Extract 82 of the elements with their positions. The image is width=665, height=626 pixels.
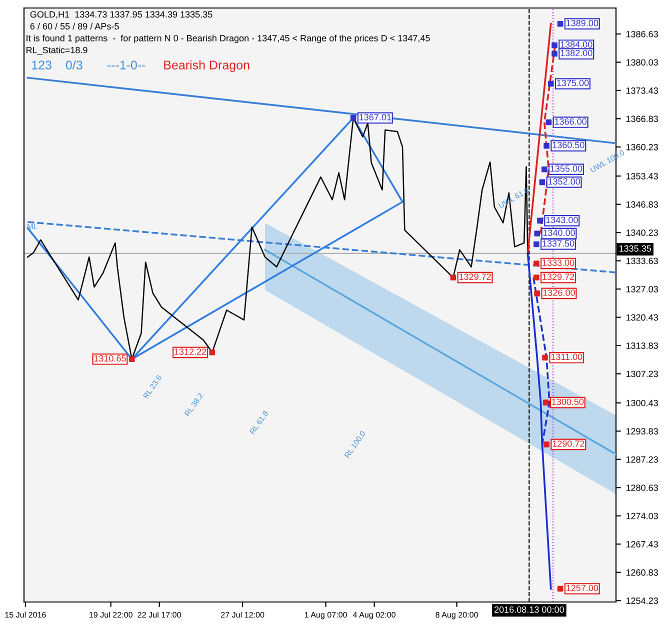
x-tick-label: 22 Jul 17:00 xyxy=(138,612,181,618)
annotation: RL_Static=18.9 xyxy=(26,46,88,55)
point xyxy=(544,442,550,448)
data-label: 1311.00 xyxy=(551,354,582,360)
y-tick-label: 1300.43 xyxy=(626,400,658,406)
y-tick-label: 1267.43 xyxy=(626,541,658,548)
y-tick-label: 1274.03 xyxy=(626,512,658,520)
point xyxy=(539,179,546,186)
data-label: 1340.00 xyxy=(543,230,575,236)
point xyxy=(544,142,550,149)
data-label: 1367.01 xyxy=(360,114,392,120)
data-label: 1329.72 xyxy=(542,274,574,280)
point xyxy=(546,119,552,126)
y-tick-label: 1366.83 xyxy=(626,116,658,122)
point xyxy=(557,20,564,27)
text: 6 / 60 / 55 / 89 / APs-5 xyxy=(30,22,119,30)
point xyxy=(542,400,549,406)
y-tick-label: 1307.23 xyxy=(626,370,658,378)
data-label: 1366.00 xyxy=(554,118,587,125)
point xyxy=(541,166,548,172)
x-tick-label: 15 Jul 2016 xyxy=(5,612,46,618)
point xyxy=(350,115,356,121)
data-label: 1310.65 xyxy=(94,355,126,362)
y-tick-label: 1254.23 xyxy=(626,598,658,604)
point xyxy=(542,354,548,361)
point xyxy=(128,356,135,362)
data-label: 1257.00 xyxy=(566,584,598,592)
data-label: 1333.00 xyxy=(542,260,574,266)
x-tick-label: 8 Aug 20:00 xyxy=(436,612,478,620)
point xyxy=(534,290,540,296)
y-tick-label: 1386.63 xyxy=(626,30,658,38)
annotation: ---1-0-- xyxy=(107,60,146,70)
data-label: 1384.00 xyxy=(560,41,592,48)
y-tick-label: 1353.43 xyxy=(626,173,658,180)
y-tick-label: 1346.83 xyxy=(626,201,658,208)
point xyxy=(537,218,543,224)
data-label: 1375.00 xyxy=(557,80,589,86)
point xyxy=(552,42,558,48)
y-tick-label: 1260.83 xyxy=(626,569,658,576)
data-label: 1329.72 xyxy=(459,274,491,280)
y-tick-label: 1327.03 xyxy=(626,286,658,292)
data-label: 1352.00 xyxy=(548,178,580,185)
point xyxy=(534,241,540,248)
data-label: 1290.72 xyxy=(552,440,584,447)
y-tick-label: 1280.63 xyxy=(626,484,658,491)
point xyxy=(534,230,540,236)
point xyxy=(534,260,540,266)
y-tick-label: 1360.23 xyxy=(626,144,658,150)
annotation: 0/3 xyxy=(66,60,82,70)
y-tick-label: 1340.23 xyxy=(626,230,658,236)
x-tick-label: 27 Jul 12:00 xyxy=(221,612,264,618)
y-tick-label: 1320.43 xyxy=(626,314,658,321)
annotation: It is found 1 patterns - for pattern N 0 - Bearish Dragon - 1347,45 < Range of the prices D < 1347,45 xyxy=(26,34,430,44)
data-label: 1382.00 xyxy=(560,50,592,56)
point xyxy=(450,274,456,280)
data-label: 1300.50 xyxy=(552,398,584,405)
data-label: 1343.00 xyxy=(546,216,578,224)
data-label: 1326.00 xyxy=(543,289,575,296)
y-tick-label: 1373.43 xyxy=(626,87,658,94)
ref-line-label: 1335.35 xyxy=(619,245,652,252)
point xyxy=(557,586,564,592)
data-label: 1355.00 xyxy=(550,165,582,172)
y-tick-label: 1380.03 xyxy=(626,59,658,66)
y-tick-label: 1293.83 xyxy=(626,428,658,434)
point xyxy=(552,50,558,57)
point xyxy=(534,274,540,280)
data-label: 1389.00 xyxy=(566,20,598,26)
y-tick-label: 1287.23 xyxy=(626,456,658,463)
annotation: 123 xyxy=(32,60,52,70)
point xyxy=(209,350,216,356)
y-tick-label: 1333.63 xyxy=(626,258,658,264)
x-tick-label: 4 Aug 02:00 xyxy=(352,612,396,620)
data-label: 1312.22 xyxy=(174,348,206,355)
annotation: Bearish Dragon xyxy=(164,60,250,72)
y-tick-label: 1313.83 xyxy=(626,342,658,349)
point xyxy=(548,80,554,87)
data-label: 1360.50 xyxy=(552,142,584,148)
x-tick-label: 19 Jul 22:00 xyxy=(90,612,132,618)
chart-title: GOLD,H1 1334.73 1337.95 1334.39 1335.35 xyxy=(30,11,212,19)
x-tick-label: 1 Aug 07:00 xyxy=(304,612,347,620)
data-label: 1337.50 xyxy=(542,240,574,247)
ref-line-label: 2016.08.13 00:00 xyxy=(494,606,564,613)
